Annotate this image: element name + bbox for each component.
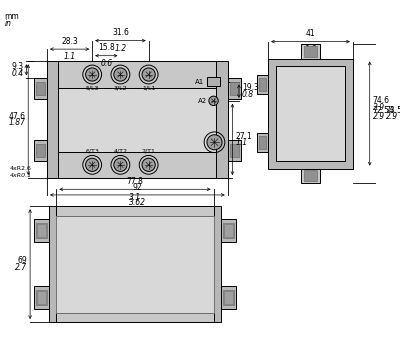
Text: 9.3: 9.3 — [11, 62, 24, 71]
Bar — [301, 169, 320, 183]
Bar — [268, 58, 353, 169]
Text: 6/T3: 6/T3 — [85, 148, 99, 153]
Text: 1.6: 1.6 — [304, 45, 316, 54]
Bar — [259, 78, 266, 91]
Bar — [304, 171, 317, 181]
Text: 41: 41 — [306, 29, 315, 38]
Bar — [34, 286, 49, 309]
Bar — [58, 61, 216, 88]
Bar — [36, 82, 45, 95]
Text: 77.8: 77.8 — [126, 177, 144, 186]
Bar — [230, 82, 239, 95]
Bar — [223, 290, 234, 305]
Bar — [224, 224, 233, 237]
Bar — [34, 78, 47, 99]
Text: 4/T2: 4/T2 — [114, 148, 128, 153]
Text: 72.54: 72.54 — [372, 106, 394, 115]
Bar — [56, 206, 214, 216]
Circle shape — [142, 158, 155, 172]
Bar — [34, 219, 49, 242]
Text: 15.8: 15.8 — [98, 43, 115, 52]
Text: 3.62: 3.62 — [129, 198, 146, 207]
Bar — [58, 152, 216, 178]
Bar — [259, 136, 266, 149]
Bar — [37, 224, 46, 237]
Bar — [276, 66, 345, 161]
Bar — [224, 291, 233, 304]
Bar — [36, 290, 47, 305]
Circle shape — [142, 68, 155, 81]
Text: 19.3: 19.3 — [242, 83, 259, 93]
Circle shape — [207, 135, 222, 150]
Bar — [221, 219, 236, 242]
Bar — [257, 75, 268, 94]
Bar — [56, 216, 214, 313]
Text: 28.3: 28.3 — [61, 37, 78, 46]
Text: A1: A1 — [195, 79, 204, 85]
Bar — [257, 133, 268, 152]
Text: 1.1: 1.1 — [64, 52, 76, 61]
Bar — [49, 206, 221, 322]
Text: A2: A2 — [198, 98, 207, 104]
Bar — [47, 61, 228, 178]
Text: 74.6: 74.6 — [372, 96, 390, 105]
Bar — [223, 223, 234, 238]
Text: 2.9: 2.9 — [386, 112, 398, 121]
Bar — [207, 77, 220, 86]
Bar — [36, 223, 47, 238]
Text: 4xR2.6: 4xR2.6 — [10, 166, 32, 171]
Text: 0.6: 0.6 — [100, 59, 112, 68]
Text: 1.1: 1.1 — [235, 138, 247, 147]
Text: in: in — [5, 19, 12, 28]
Text: 92: 92 — [132, 183, 142, 192]
Bar — [228, 78, 241, 99]
Circle shape — [86, 68, 99, 81]
Circle shape — [86, 158, 99, 172]
Text: 31.6: 31.6 — [112, 28, 129, 37]
Bar — [304, 46, 317, 57]
Text: 0.4: 0.4 — [11, 69, 24, 78]
Bar — [301, 44, 320, 58]
Bar — [230, 144, 239, 157]
Circle shape — [114, 158, 127, 172]
Bar — [36, 144, 45, 157]
Text: 2.9: 2.9 — [372, 103, 385, 112]
Circle shape — [209, 96, 218, 106]
Text: 2.7: 2.7 — [15, 263, 27, 272]
Text: 3.1: 3.1 — [129, 193, 141, 201]
Text: 2/T1: 2/T1 — [142, 148, 156, 153]
Text: 69: 69 — [18, 256, 27, 265]
Text: 5/L3: 5/L3 — [86, 86, 99, 91]
Text: 47.6: 47.6 — [8, 112, 26, 121]
Text: 73.5: 73.5 — [386, 106, 400, 115]
Text: mm: mm — [5, 12, 20, 21]
Bar — [58, 88, 216, 152]
Text: 1.87: 1.87 — [8, 119, 26, 127]
Bar — [34, 140, 47, 161]
Text: 0.8: 0.8 — [242, 90, 254, 99]
Text: 1.2: 1.2 — [114, 44, 126, 53]
Bar — [37, 291, 46, 304]
Bar — [221, 286, 236, 309]
Text: 1/L1: 1/L1 — [142, 86, 155, 91]
Text: 2.9: 2.9 — [372, 112, 385, 121]
Bar — [228, 140, 241, 161]
Circle shape — [114, 68, 127, 81]
Bar — [56, 313, 214, 322]
Text: 27.1: 27.1 — [235, 132, 252, 141]
Text: 4xR0.1: 4xR0.1 — [10, 173, 32, 178]
Text: 3/L2: 3/L2 — [114, 86, 127, 91]
